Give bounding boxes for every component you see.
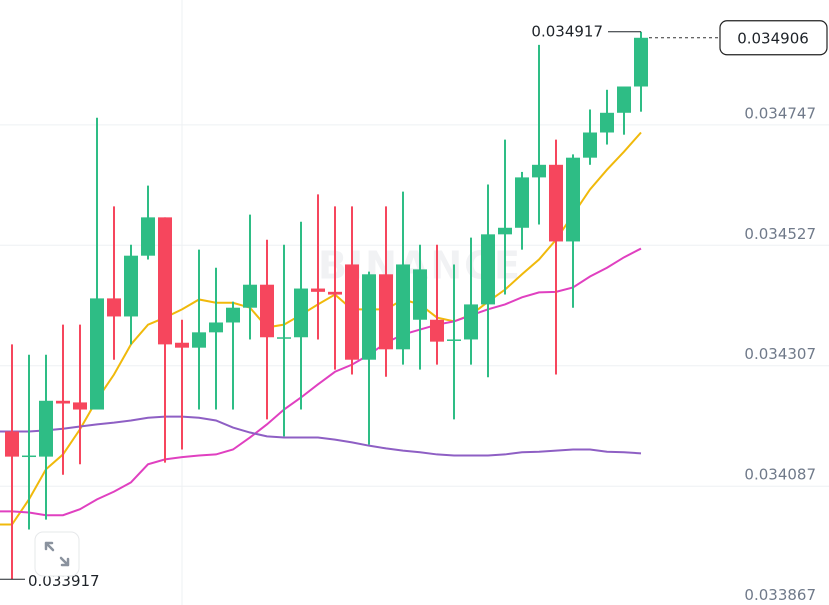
candle-body <box>498 227 512 235</box>
high-marker-label: 0.034917 <box>531 22 603 40</box>
candle <box>124 244 138 345</box>
candle-body <box>90 298 104 410</box>
candle-body <box>464 304 478 340</box>
candle-body <box>617 86 631 113</box>
candle-body <box>600 112 614 133</box>
candle <box>328 206 342 370</box>
candle <box>107 206 121 360</box>
candle <box>430 244 444 365</box>
candle-body <box>124 255 138 317</box>
candle-body <box>158 217 172 345</box>
candle-body <box>481 234 495 305</box>
y-tick-label: 0.034087 <box>744 466 816 484</box>
y-tick-label: 0.034527 <box>744 225 816 243</box>
candle <box>141 185 155 260</box>
candle-body <box>549 164 563 242</box>
candle <box>379 206 393 377</box>
candle <box>158 217 172 463</box>
expand-button-bg[interactable] <box>34 531 80 577</box>
candle-body <box>243 284 257 308</box>
candle <box>396 191 410 365</box>
candle <box>498 139 512 295</box>
last-price-box <box>719 20 828 56</box>
candle <box>209 267 223 410</box>
candle-body <box>583 132 597 158</box>
candle <box>566 154 580 308</box>
candle <box>39 354 53 520</box>
candle <box>549 139 563 375</box>
y-tick-label: 0.034747 <box>744 104 816 122</box>
candle <box>413 244 427 370</box>
candle <box>464 237 478 365</box>
candle-body <box>56 400 70 404</box>
candle-body <box>379 274 393 350</box>
y-tick-label: 0.034307 <box>744 345 816 363</box>
candle <box>90 117 104 410</box>
candle <box>277 244 291 437</box>
candle-body <box>277 337 291 339</box>
moving-average-line <box>0 415 642 457</box>
candle <box>447 264 461 420</box>
candle <box>294 221 308 410</box>
candle-body <box>192 332 206 348</box>
candle <box>260 239 274 420</box>
candle-body <box>362 274 376 360</box>
candle <box>5 344 19 580</box>
y-tick-label: 0.033867 <box>744 586 816 604</box>
expand-icon <box>44 541 70 567</box>
candle-body <box>175 342 189 348</box>
candle-body <box>141 217 155 256</box>
candle-body <box>5 431 19 457</box>
candle <box>226 301 240 410</box>
candle-body <box>260 284 274 338</box>
candle-body <box>634 37 648 87</box>
candle <box>243 214 257 340</box>
expand-button[interactable] <box>34 531 80 577</box>
candle <box>345 206 359 375</box>
candle <box>56 324 70 475</box>
candle <box>532 44 546 225</box>
candle-body <box>294 288 308 338</box>
candle-body <box>39 400 53 457</box>
candle-body <box>566 157 580 242</box>
candle <box>634 31 648 112</box>
candle-body <box>532 164 546 178</box>
last-price-label: 0.034906 <box>737 29 809 47</box>
moving-average-line <box>0 247 642 517</box>
candle-body <box>209 322 223 333</box>
candle <box>481 184 495 378</box>
candle-body <box>22 455 36 458</box>
candle-body <box>328 291 342 295</box>
candle <box>515 171 529 250</box>
candle <box>192 249 206 410</box>
candle <box>22 354 36 530</box>
candle-body <box>73 402 87 410</box>
candle-body <box>515 177 529 228</box>
candle-body <box>311 288 325 292</box>
candle-body <box>396 264 410 350</box>
candle <box>311 194 325 340</box>
candle-body <box>430 319 444 342</box>
candle-body <box>226 307 240 323</box>
candle <box>362 271 376 445</box>
candle-body <box>413 269 427 320</box>
candle <box>583 109 597 165</box>
candle <box>600 89 614 145</box>
candle <box>617 86 631 135</box>
candle-body <box>107 298 121 317</box>
candle <box>175 319 189 450</box>
candle <box>73 324 87 465</box>
candle-body <box>345 264 359 360</box>
candle-body <box>447 339 461 341</box>
